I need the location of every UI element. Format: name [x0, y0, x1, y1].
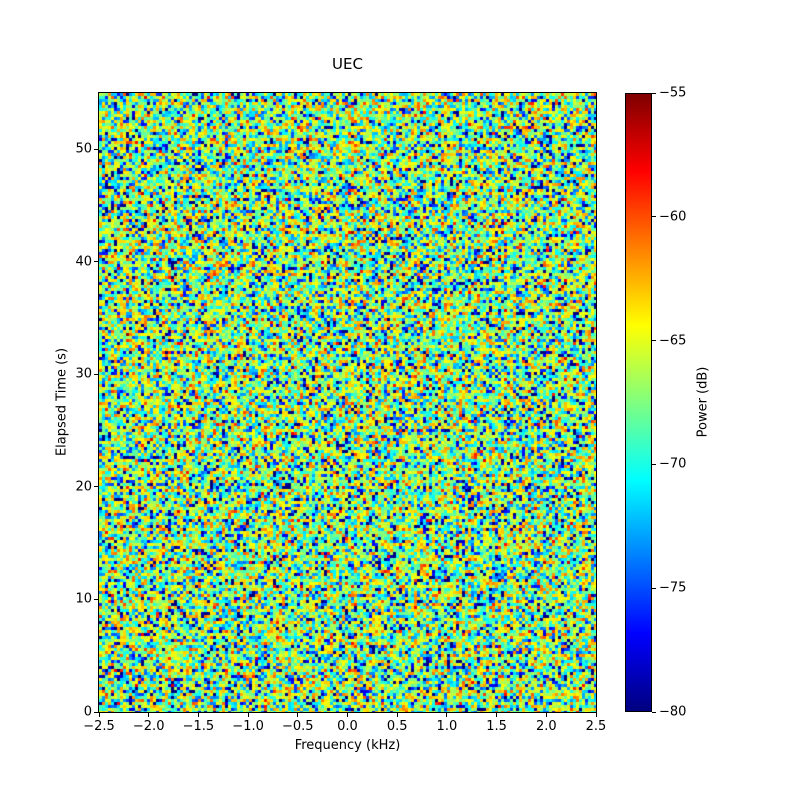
x-tick-label: −2.5	[83, 719, 115, 734]
chart-title: UEC	[332, 55, 363, 73]
colorbar-tick-label: −55	[659, 85, 687, 101]
y-tick-mark	[94, 261, 98, 263]
x-tick-mark	[197, 713, 199, 717]
x-tick-mark	[545, 713, 547, 717]
spectrogram-heatmap	[99, 93, 596, 712]
y-tick-mark	[94, 711, 98, 713]
colorbar-tick-label: −60	[659, 209, 687, 225]
y-tick-mark	[94, 486, 98, 488]
y-tick-mark	[94, 148, 98, 150]
x-tick-label: 0.0	[337, 719, 358, 734]
y-tick-label: 0	[83, 704, 92, 720]
y-axis-label: Elapsed Time (s)	[54, 347, 70, 457]
colorbar-tick-mark	[652, 463, 656, 465]
colorbar-label: Power (dB)	[695, 366, 711, 438]
x-axis-label: Frequency (kHz)	[294, 738, 401, 753]
colorbar-gradient	[625, 93, 652, 712]
x-tick-label: 2.5	[585, 719, 607, 734]
x-tick-label: −0.5	[282, 719, 314, 734]
y-tick-mark	[94, 598, 98, 600]
x-tick-label: 1.5	[486, 719, 507, 734]
y-tick-label: 10	[75, 591, 92, 607]
colorbar-tick-mark	[652, 216, 656, 218]
x-tick-mark	[347, 713, 348, 717]
x-tick-mark	[595, 713, 597, 717]
x-tick-label: 2.0	[535, 719, 557, 734]
colorbar-tick-label: −75	[659, 580, 687, 596]
colorbar-tick-label: −80	[659, 704, 687, 720]
x-tick-label: 0.5	[386, 719, 408, 734]
x-tick-mark	[446, 713, 448, 717]
y-tick-label: 40	[75, 254, 92, 270]
x-tick-mark	[396, 713, 398, 717]
colorbar-tick-mark	[652, 711, 656, 713]
x-tick-label: 1.0	[436, 719, 458, 734]
y-tick-mark	[94, 373, 98, 375]
colorbar-tick-mark	[652, 340, 656, 342]
colorbar-tick-label: −65	[659, 333, 687, 349]
x-tick-mark	[98, 713, 100, 717]
x-tick-label: −1.5	[182, 719, 215, 734]
y-tick-label: 20	[75, 479, 92, 495]
x-tick-mark	[496, 713, 498, 717]
colorbar-tick-mark	[652, 587, 656, 589]
x-tick-label: −1.0	[232, 719, 264, 734]
colorbar-tick-mark	[652, 92, 656, 94]
x-tick-mark	[247, 713, 249, 717]
x-tick-label: −2.0	[132, 719, 165, 734]
x-tick-mark	[297, 713, 299, 717]
y-tick-label: 30	[75, 366, 92, 382]
y-tick-label: 50	[75, 141, 92, 157]
colorbar-tick-label: −70	[659, 456, 687, 472]
x-tick-mark	[148, 713, 150, 717]
